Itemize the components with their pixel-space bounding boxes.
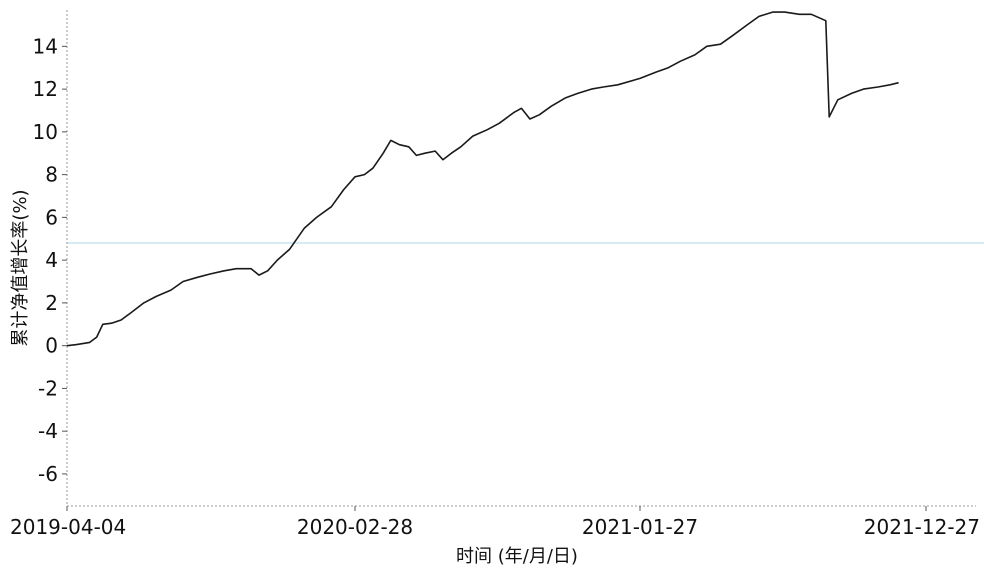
x-tick-label: 2021-12-27 — [864, 515, 980, 539]
y-tick-label: -6 — [38, 462, 58, 486]
x-axis-title: 时间 (年/月/日) — [456, 546, 578, 567]
y-tick-label: 8 — [45, 163, 58, 187]
x-tick-label: 2021-01-27 — [582, 515, 698, 539]
y-tick-label: 0 — [45, 334, 58, 358]
axes-layer — [66, 10, 976, 507]
series-layer — [66, 11, 899, 347]
y-tick-label: -4 — [38, 419, 58, 443]
y-tick-label: 12 — [33, 77, 58, 101]
y-tick-label: -2 — [38, 376, 58, 400]
y-tick-label: 4 — [45, 248, 58, 272]
x-tick-layer: 2019-04-04 2020-02-28 2021-01-27 2021-12-27 — [10, 506, 980, 539]
series-line — [66, 11, 899, 347]
y-tick-label: 6 — [45, 205, 58, 229]
y-tick-layer: -6 -4 -2 0 2 4 6 8 10 12 14 — [33, 34, 67, 486]
y-tick-label: 2 — [45, 291, 58, 315]
x-tick-label: 2019-04-04 — [10, 515, 126, 539]
y-tick-label: 10 — [33, 120, 58, 144]
y-tick-label: 14 — [33, 34, 58, 58]
y-axis-title: 累计净值增长率(%) — [10, 189, 31, 346]
x-tick-label: 2020-02-28 — [297, 515, 413, 539]
